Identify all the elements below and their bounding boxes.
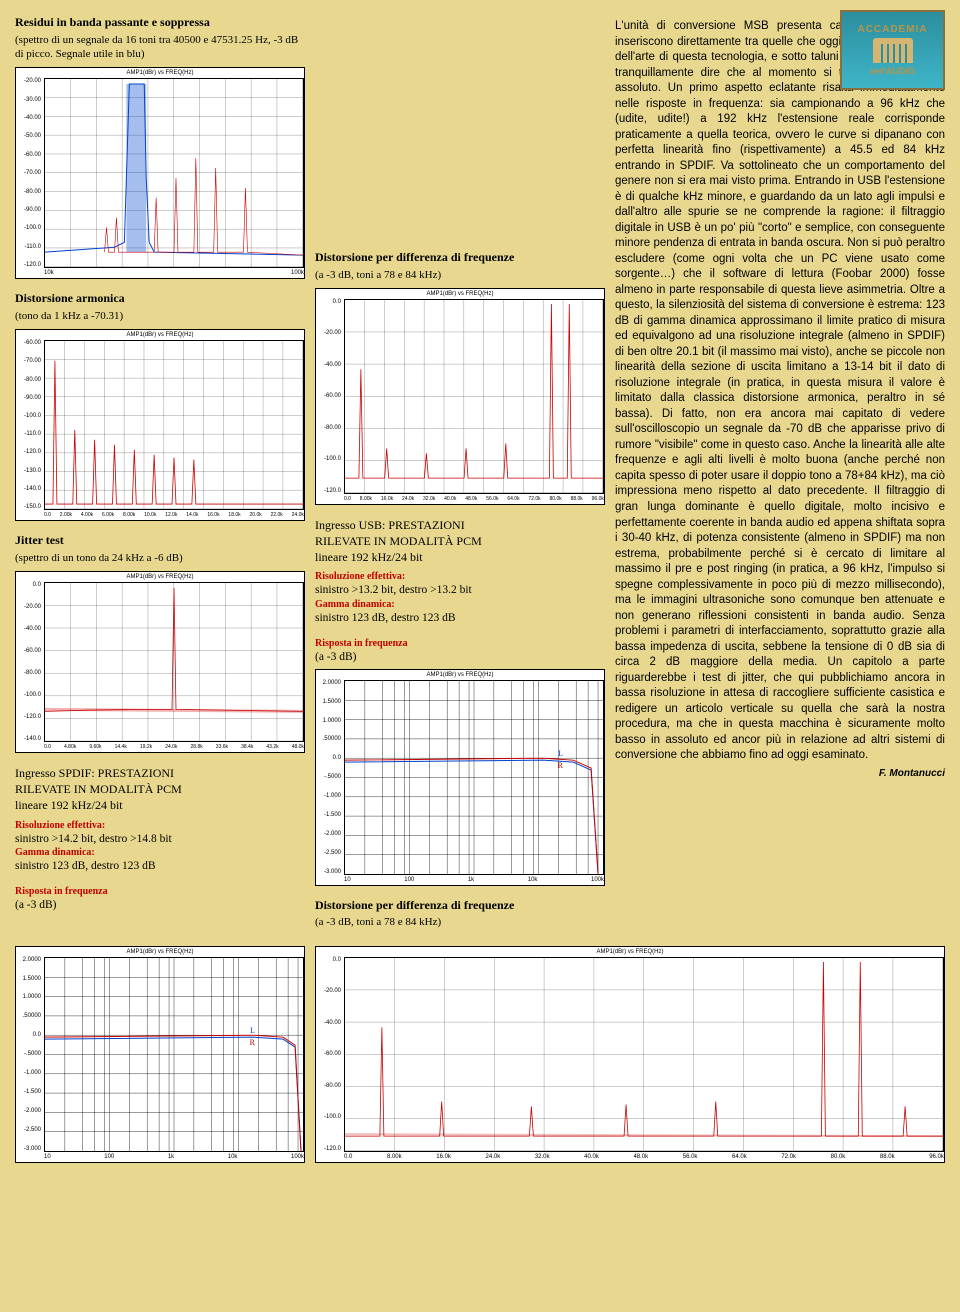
- chart3: AMP1(dBr) vs FREQ(Hz) 0.0-20.00-40.00-60…: [15, 571, 305, 753]
- article-author: F. Montanucci: [615, 768, 945, 779]
- chart5-yaxis: 0.0-20.00-40.00-60.00-80.00-100.0-120.0: [316, 299, 344, 494]
- usb-specs: Ingresso USB: PRESTAZIONI RILEVATE IN MO…: [315, 517, 605, 626]
- logo-top: ACCADEMIA: [857, 24, 927, 35]
- chart5-title: Distorsione per differenza di frequenze: [315, 250, 605, 266]
- chart7-subtitle: (a -3 dB, toni a 78 e 84 kHz): [315, 915, 605, 929]
- chart7-title: Distorsione per differenza di frequenze: [315, 898, 605, 914]
- logo: ACCADEMIA dell'AUDIO: [840, 10, 945, 90]
- chart6: AMP1(dBr) vs FREQ(Hz) 2.00001.50001.0000…: [315, 669, 605, 886]
- chart3-title: Jitter test: [15, 533, 305, 549]
- chart4-xaxis: 101001k10k100k: [16, 1152, 304, 1162]
- chart5-subtitle: (a -3 dB, toni a 78 e 84 kHz): [315, 268, 605, 282]
- chart3-xaxis: 0.04.80k9.60k14.4k19.2k24.0k28.8k33.6k38…: [16, 742, 304, 752]
- chart2-subtitle: (tono da 1 kHz a -70.31): [15, 309, 305, 323]
- spdif-resp-title: Risposta in frequenza: [15, 886, 305, 897]
- chart5-xaxis: 0.08.00k16.0k24.0k32.0k40.0k48.0k56.0k64…: [316, 494, 604, 504]
- usb-resp-title: Risposta in frequenza: [315, 638, 605, 649]
- chart4: AMP1(dBr) vs FREQ(Hz) 2.00001.50001.0000…: [15, 946, 305, 1163]
- chart7: AMP1(dBr) vs FREQ(Hz) 0.0-20.00-40.00-60…: [315, 946, 945, 1163]
- chart2-title: Distorsione armonica: [15, 291, 305, 307]
- logo-bottom: dell'AUDIO: [870, 66, 915, 76]
- logo-icon: [873, 38, 913, 63]
- chart7-yaxis: 0.0-20.00-40.00-60.00-80.00-100.0-120.0: [316, 957, 344, 1152]
- chart6-xaxis: 101001k10k100k: [316, 875, 604, 885]
- chart2: AMP1(dBr) vs FREQ(Hz) -60.00-70.00-80.00…: [15, 329, 305, 521]
- chart5: AMP1(dBr) vs FREQ(Hz) 0.0-20.00-40.00-60…: [315, 288, 605, 505]
- spdif-specs: Ingresso SPDIF: PRESTAZIONI RILEVATE IN …: [15, 765, 305, 874]
- chart4-yaxis: 2.00001.50001.0000.500000.0-.5000-1.000-…: [16, 957, 44, 1152]
- chart1: AMP1(dBr) vs FREQ(Hz) -20.00-30.00-40.00…: [15, 67, 305, 279]
- chart1-subtitle: (spettro di un segnale da 16 toni tra 40…: [15, 33, 305, 62]
- chart7-xaxis: 0.08.00k16.0k24.0k32.0k40.0k48.0k56.0k64…: [316, 1152, 944, 1162]
- chart1-title: Residui in banda passante e soppressa: [15, 15, 305, 31]
- chart1-xaxis: 10k100k: [16, 268, 304, 278]
- chart3-subtitle: (spettro di un tono da 24 kHz a -6 dB): [15, 551, 305, 565]
- chart2-yaxis: -60.00-70.00-80.00-90.00-100.0-110.0-120…: [16, 340, 44, 510]
- article-body: L'unità di conversione MSB presenta cara…: [615, 19, 945, 764]
- chart1-yaxis: -20.00-30.00-40.00-50.00-60.00-70.00-80.…: [16, 78, 44, 268]
- chart3-yaxis: 0.0-20.00-40.00-60.00-80.00-100.0-120.0-…: [16, 582, 44, 742]
- chart2-xaxis: 0.02.00k4.00k6.00k8.00k10.0k12.0k14.0k16…: [16, 510, 304, 520]
- chart6-yaxis: 2.00001.50001.0000.500000.0-.5000-1.000-…: [316, 680, 344, 875]
